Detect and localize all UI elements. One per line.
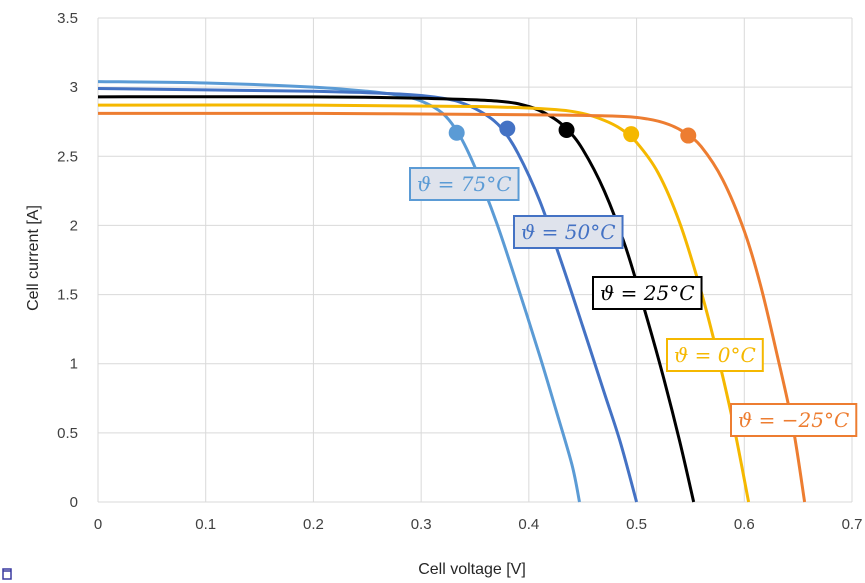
mpp-markers [448,120,697,144]
mpp-marker-1 [499,120,516,137]
y-tick-label: 2 [70,217,78,234]
mpp-marker-3 [623,126,640,143]
curve-label-box [666,338,764,372]
y-tick-label: 1.5 [57,287,78,304]
y-tick-label: 1 [70,356,78,373]
x-tick-label: 0.2 [303,516,324,533]
curve-label-0: ϑ = 75°C [409,167,520,201]
x-tick-label: 0.4 [518,516,539,533]
y-tick-label: 0 [70,494,78,511]
curve-label-text: ϑ = 50°C [521,220,616,244]
curve-label-4: ϑ = −25°C [730,403,858,437]
curve-label-box [409,167,520,201]
x-tick-label: 0.3 [411,516,432,533]
y-tick-label: 2.5 [57,148,78,165]
x-axis-title: Cell voltage [V] [418,561,526,578]
x-tick-label: 0.6 [734,516,755,533]
curve-label-text: ϑ = −25°C [738,408,849,432]
y-tick-label: 3 [70,79,78,96]
y-tick-label: 0.5 [57,425,78,442]
x-tick-label: 0.7 [842,516,863,533]
series-line-0 [97,80,581,503]
x-tick-label: 0.5 [626,516,647,533]
curve-label-box [730,403,858,437]
corner-glyph [2,568,12,580]
curve-label-text: ϑ = 75°C [417,172,512,196]
y-axis-title: Cell current [A] [25,205,42,311]
curve-label-text: ϑ = 25°C [600,281,695,305]
grid-lines [97,17,853,503]
mpp-marker-2 [558,122,575,139]
mpp-marker-4 [680,127,697,144]
curve-label-1: ϑ = 50°C [513,215,624,249]
curve-labels: ϑ = 75°C ϑ = 50°C ϑ = 25°C ϑ = 0°C ϑ = −25°C [409,167,858,437]
curve-label-box [592,276,703,310]
curve-label-box [513,215,624,249]
y-tick-label: 3.5 [57,10,78,27]
curve-label-3: ϑ = 0°C [666,338,764,372]
x-tick-label: 0.1 [195,516,216,533]
series-line-1 [97,87,639,503]
x-tick-label: 0 [94,516,102,533]
tick-labels: 0 0.1 0.2 0.3 0.4 0.5 0.6 0.7 0 0.5 1 1.5 2 2.5 3 3.5 [57,10,862,533]
curve-label-2: ϑ = 25°C [592,276,703,310]
curve-label-text: ϑ = 0°C [674,343,756,367]
mpp-marker-0 [448,124,465,141]
